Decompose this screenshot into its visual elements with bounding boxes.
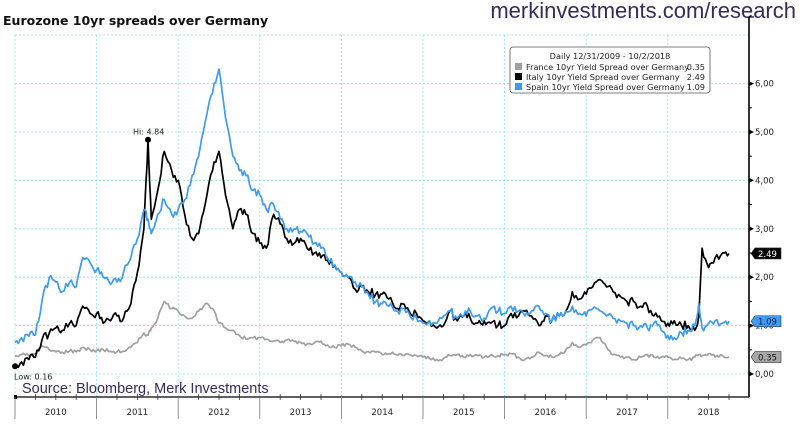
y-tick-mark: [749, 81, 754, 87]
annotation-marker: [145, 136, 152, 143]
last-value-tag-spain: [750, 315, 782, 328]
legend-value: 2.49: [687, 72, 705, 82]
x-tick-label: 2015: [453, 408, 475, 418]
y-tick-label: 0,00: [755, 370, 774, 380]
legend-label: Spain 10yr Yield Spread over Germany: [526, 82, 685, 92]
series-line-italy: [14, 138, 730, 369]
x-tick-label: 2012: [208, 408, 230, 418]
y-tick-mark: [749, 226, 754, 232]
series-line-spain: [14, 68, 730, 345]
legend-swatch: [515, 73, 522, 80]
low-annotation: Low: 0.16: [14, 372, 52, 381]
legend-header: Daily 12/31/2009 - 10/2/2018: [550, 51, 671, 61]
annotations: Hi: 4.84 Low: 0.16: [12, 128, 164, 381]
source-note: Source: Bloomberg, Merk Investments: [22, 381, 269, 397]
legend-swatch: [515, 83, 522, 90]
x-tick-label: 2014: [371, 408, 393, 418]
y-tick-label: 6,00: [755, 80, 774, 90]
y-tick-label: 3,00: [755, 225, 774, 235]
x-axis-start-mark: [14, 395, 17, 399]
y-tick-label: 4,00: [755, 176, 774, 186]
series-line-france: [15, 300, 730, 362]
y-tick-mark: [749, 129, 754, 135]
x-axis: 2010 2011 2012 2013 2014 2015 2016 2017 2018: [14, 394, 749, 419]
x-tick-label: 2013: [290, 408, 312, 418]
y-tick-mark: [749, 177, 754, 183]
legend-label: Italy 10yr Yield Spread over Germany: [526, 72, 680, 82]
legend-value: 1.09: [687, 82, 705, 92]
last-value-label: 0.35: [758, 354, 777, 364]
brand-url-link[interactable]: merkinvestments.com/research: [490, 0, 796, 23]
y-axis: 0,001,002,003,004,005,006,00: [748, 16, 774, 397]
y-tick-label: 2,00: [755, 273, 774, 283]
last-value-label: 2.49: [758, 250, 777, 260]
legend-value: 0.35: [687, 62, 705, 72]
last-value-label: 1.09: [758, 318, 777, 328]
x-tick-label: 2011: [127, 408, 149, 418]
series-lines: [14, 68, 730, 369]
annotation-marker: [12, 363, 18, 370]
y-tick-label: 5,00: [755, 128, 774, 138]
high-annotation: Hi: 4.84: [133, 128, 164, 137]
legend-swatch: [515, 63, 522, 70]
x-tick-label: 2017: [616, 408, 638, 418]
y-tick-mark: [749, 274, 754, 280]
x-tick-label: 2018: [698, 408, 720, 418]
x-tick-label: 2016: [535, 408, 557, 418]
legend-label: France 10yr Yield Spread over Germany: [526, 62, 689, 72]
y-tick-mark: [749, 323, 754, 329]
last-value-tag-italy: [750, 247, 782, 260]
last-value-tag-france: [750, 351, 782, 363]
legend-box: [509, 46, 711, 94]
legend: Daily 12/31/2009 - 10/2/2018 France 10yr…: [509, 46, 711, 94]
y-tick-mark: [749, 371, 754, 377]
gridlines: [14, 34, 749, 397]
chart-title: Eurozone 10yr spreads over Germany: [3, 13, 268, 28]
last-value-tags: 2.49 1.09 0.35: [750, 247, 782, 364]
x-tick-label: 2010: [45, 408, 67, 418]
